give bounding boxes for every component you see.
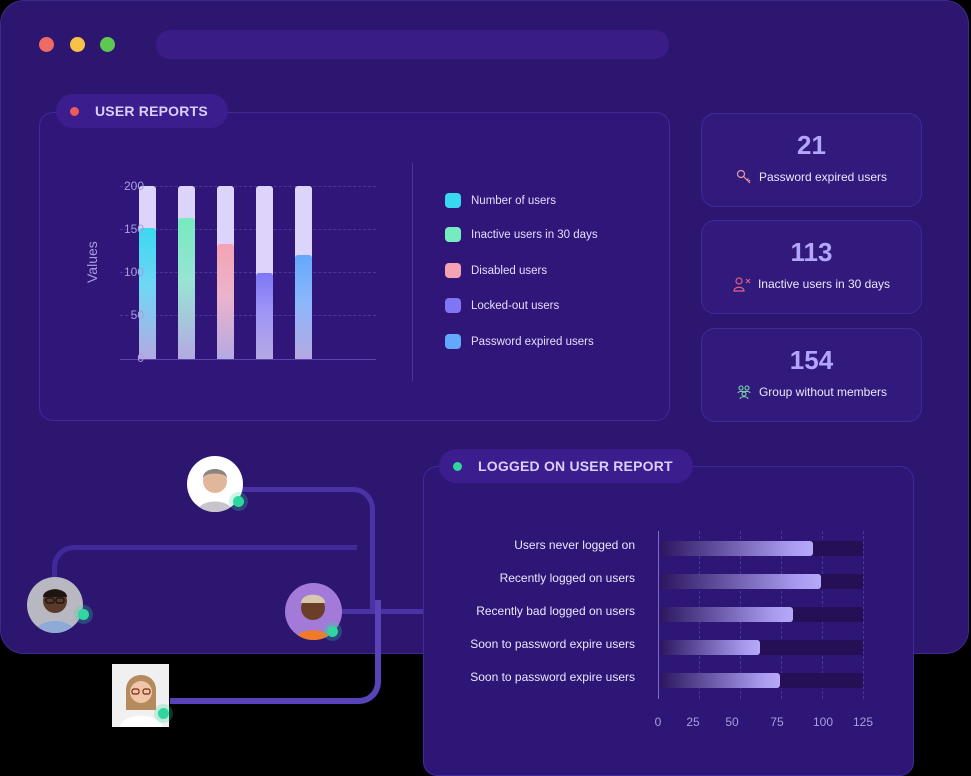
stat-value: 21 (797, 130, 826, 160)
bar-fill (660, 574, 821, 589)
connector-line (240, 487, 375, 612)
window-maximize-button[interactable] (100, 37, 115, 52)
bar-track[interactable] (660, 607, 863, 622)
avatar-woman-glasses[interactable] (112, 664, 169, 727)
user-reports-panel: Values 200 150 100 50 0 Number of users … (39, 112, 670, 421)
bar-track[interactable] (660, 640, 863, 655)
status-dot-icon (453, 461, 462, 471)
legend-item: Inactive users in 30 days (445, 227, 598, 242)
legend-swatch (445, 334, 461, 349)
legend-swatch (445, 298, 461, 313)
bar[interactable] (295, 186, 312, 359)
connector-line (52, 545, 357, 590)
legend-divider (412, 163, 413, 381)
y-tick: 100 (123, 265, 144, 279)
legend-swatch (445, 193, 461, 208)
legend-item: Password expired users (445, 334, 594, 349)
bar-fill (660, 541, 813, 556)
x-tick: 0 (654, 715, 662, 729)
row-label: Soon to password expire users (470, 670, 635, 684)
x-tick: 75 (770, 715, 784, 729)
window-close-button[interactable] (39, 37, 54, 52)
stat-label: Inactive users in 30 days (757, 277, 891, 291)
bar[interactable] (217, 186, 234, 359)
x-tick: 125 (852, 715, 874, 729)
x-axis-ticks: 0 25 50 75 100 125 (654, 715, 873, 731)
user-remove-icon (733, 277, 751, 292)
user-reports-bar-chart (120, 186, 376, 360)
online-status-icon (158, 708, 169, 719)
y-tick: 200 (123, 179, 144, 193)
stat-value: 154 (789, 345, 834, 375)
status-dot-icon (70, 106, 79, 116)
bar-fill (295, 255, 312, 359)
stat-label: Group without members (758, 385, 888, 399)
legend-item: Number of users (445, 193, 556, 208)
legend-swatch (445, 227, 461, 242)
row-label: Users never logged on (514, 538, 635, 552)
stat-card-password-expired[interactable]: 21 Password expired users (701, 113, 922, 207)
bar-track[interactable] (660, 673, 863, 688)
stat-label: Password expired users (758, 170, 888, 184)
x-tick: 25 (686, 715, 700, 729)
connector-line (170, 600, 381, 704)
y-axis-line (658, 531, 659, 699)
x-tick: 50 (725, 715, 739, 729)
bar[interactable] (256, 186, 273, 359)
row-labels: Users never logged on Recently logged on… (460, 529, 635, 684)
key-icon (736, 169, 751, 184)
bar-track[interactable] (660, 574, 863, 589)
row-label: Recently bad logged on users (476, 604, 635, 618)
chart-legend: Number of users Inactive users in 30 day… (445, 193, 665, 353)
x-axis-line (120, 359, 376, 360)
group-icon (737, 385, 751, 400)
stat-value: 113 (790, 237, 833, 267)
bar-fill (256, 272, 273, 359)
bar-fill (178, 218, 195, 359)
bar-fill (660, 640, 761, 655)
x-tick: 100 (812, 715, 834, 729)
logged-on-report-title: LOGGED ON USER REPORT (439, 449, 693, 483)
logged-on-report-panel: Users never logged on Recently logged on… (423, 466, 914, 776)
bar[interactable] (178, 186, 195, 359)
bar-fill (660, 673, 780, 688)
address-bar[interactable] (156, 30, 669, 59)
stat-card-inactive-users[interactable]: 113 Inactive users in 30 days (701, 220, 922, 314)
bar[interactable] (139, 186, 156, 359)
legend-swatch (445, 263, 461, 278)
user-reports-title: USER REPORTS (56, 94, 228, 128)
online-status-icon (78, 609, 89, 620)
bar-fill (217, 243, 234, 359)
y-axis-ticks: 200 150 100 50 0 (80, 179, 144, 369)
legend-item: Disabled users (445, 263, 547, 278)
row-label: Recently logged on users (499, 571, 635, 585)
online-status-icon (327, 626, 338, 637)
stat-card-empty-groups[interactable]: 154 Group without members (701, 328, 922, 422)
logged-on-bar-chart (658, 531, 864, 699)
legend-item: Locked-out users (445, 298, 559, 313)
window-minimize-button[interactable] (70, 37, 85, 52)
avatar-man-glasses[interactable] (27, 577, 83, 633)
row-label: Soon to password expire users (470, 637, 635, 651)
y-tick: 150 (123, 222, 144, 236)
avatar-man-gray-hair[interactable] (187, 456, 243, 512)
bar-fill (660, 607, 793, 622)
y-tick: 50 (130, 308, 144, 322)
online-status-icon (233, 496, 244, 507)
bar-track[interactable] (660, 541, 863, 556)
bar-fill (139, 227, 156, 359)
connector-line (340, 609, 430, 614)
y-tick: 0 (137, 351, 144, 365)
